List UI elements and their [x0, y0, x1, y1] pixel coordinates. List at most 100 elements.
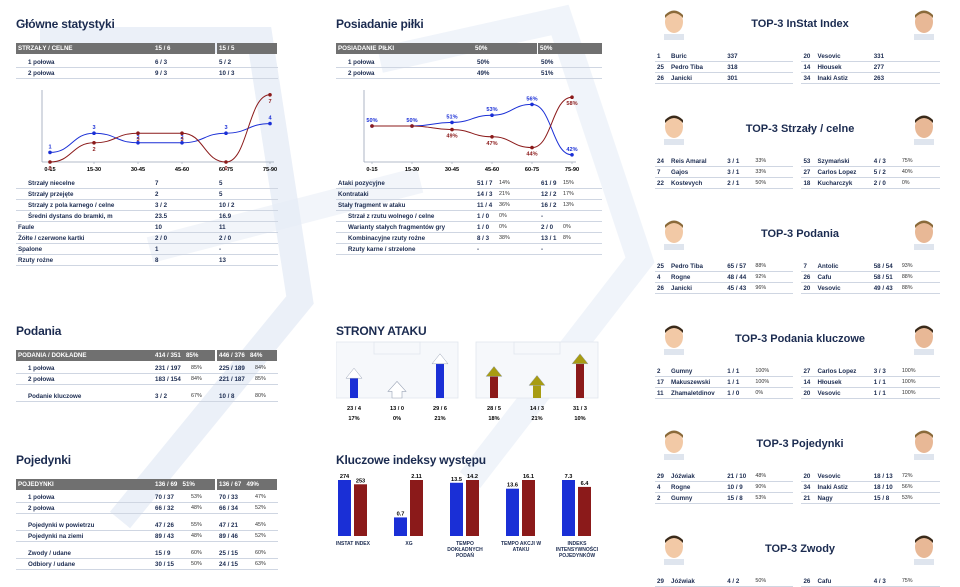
stat-row: 1 połowa 70 / 37 53% 70 / 33 47%	[16, 492, 278, 503]
data-point	[136, 141, 140, 145]
team-b-value: 89 / 46	[217, 530, 253, 542]
player-row: 29 Jóźwiak 21 / 10 48% 20 Vesovic 18 / 13 72%	[655, 471, 940, 482]
player-value: 4 / 3	[871, 156, 900, 167]
player-value: 301	[725, 72, 754, 84]
data-label: 2	[136, 135, 139, 141]
team-a-percent: 50%	[189, 558, 217, 570]
player-row: 17 Makuszewski 1 / 1 100% 14 Hłousek 1 / 1 100%	[655, 376, 940, 388]
data-point	[268, 121, 272, 126]
player-number: 4	[655, 481, 670, 493]
team-a-percent: 14%	[497, 178, 539, 189]
data-label: 1	[48, 144, 51, 150]
stat-label: Rzuty karne / strzelone	[336, 243, 475, 255]
team-b-value: 70 / 33	[217, 492, 253, 503]
player-name: Vesovic	[815, 51, 872, 62]
data-point	[180, 141, 184, 145]
player-percent: 53%	[899, 492, 940, 504]
attack-value: 14 / 3	[530, 406, 544, 412]
index-bar	[562, 480, 575, 536]
spacer	[793, 283, 801, 294]
player-percent: 33%	[753, 166, 794, 178]
team-b-value: 47 / 21	[217, 520, 253, 531]
x-tick-label: 0-15	[366, 167, 377, 173]
team-b-value: 2 / 0	[539, 221, 561, 233]
spacer	[793, 156, 801, 167]
index-category-label: INDEKS INTENSYWNOŚCI POJEDYNKÓW	[555, 541, 599, 559]
player-percent: 56%	[899, 481, 940, 493]
player-avatar-icon	[914, 430, 934, 460]
stat-label: Strzały przejęte	[16, 188, 153, 200]
team-b-percent: 52%	[253, 530, 278, 542]
player-number: 7	[801, 261, 816, 272]
player-percent: 100%	[753, 366, 794, 377]
player-number: 1	[655, 51, 670, 62]
team-b-percent	[561, 243, 602, 255]
duels-header-team-b: 136 / 67 49%	[217, 479, 277, 490]
stat-row: Faule 10 11	[16, 221, 278, 233]
data-label: 2	[180, 135, 183, 141]
player-row: 4 Rogne 10 / 9 90% 34 Inaki Astiz 18 / 10 56%	[655, 481, 940, 493]
team-b-value: 25 / 15	[217, 548, 253, 559]
stat-label: 2 połowa	[16, 373, 153, 385]
player-name: Jóźwiak	[669, 471, 726, 482]
player-number: 22	[655, 177, 670, 189]
stat-label: Strzał z rzutu wolnego / celne	[336, 210, 475, 222]
team-a-value: 51 / 7	[475, 178, 497, 189]
player-row: 25 Pedro Tiba 65 / 57 88% 7 Antolic 58 / 54 93%	[655, 261, 940, 272]
player-number: 20	[801, 282, 816, 294]
stat-row: Strzały przejęte 2 5	[16, 188, 278, 200]
player-avatar-icon	[914, 325, 934, 355]
player-row: 26 Janicki 45 / 43 96% 20 Vesovic 49 / 43 88%	[655, 282, 940, 294]
player-avatar-icon	[914, 10, 934, 40]
stat-row: 1 połowa 231 / 197 85% 225 / 189 84%	[16, 363, 278, 374]
player-row: 4 Rogne 48 / 44 92% 26 Cafu 58 / 51 88%	[655, 271, 940, 283]
x-tick-label: 60-75	[219, 167, 233, 173]
stat-row: Rzuty karne / strzelone - -	[336, 243, 602, 255]
player-avatar-icon	[914, 535, 934, 565]
team-b-value: 50%	[539, 57, 602, 68]
team-a-value: 50%	[475, 57, 539, 68]
passes-title: Podania	[16, 324, 62, 338]
possession-table: Ataki pozycyjne 51 / 7 14% 61 / 9 15% Kontrat…	[336, 178, 602, 255]
top3-title: TOP-3 Zwody	[764, 543, 836, 555]
index-category-label: XG	[405, 541, 413, 547]
series-line	[49, 94, 271, 163]
team-a-value: 30 / 15	[153, 558, 189, 570]
data-label: 0	[48, 166, 51, 172]
index-bar	[450, 482, 463, 536]
team-a-value: 231 / 197	[153, 363, 189, 374]
data-point	[48, 160, 52, 164]
player-percent	[753, 72, 794, 84]
player-value: 58 / 51	[871, 271, 900, 283]
player-value: 2 / 1	[725, 177, 754, 189]
player-avatar-icon	[664, 115, 684, 145]
x-tick-label: 15-30	[405, 167, 419, 173]
team-a-percent: 38%	[497, 232, 539, 244]
player-name: Hłousek	[815, 376, 872, 388]
player-value: 337	[725, 51, 754, 62]
player-value: 3 / 1	[725, 156, 754, 167]
team-b-value: 10 / 8	[217, 391, 253, 402]
player-row: 24 Reis Amaral 3 / 1 33% 53 Szymański 4 / 3 75%	[655, 156, 940, 167]
player-value: 45 / 43	[725, 282, 754, 294]
team-a-value: 1 / 0	[475, 210, 497, 222]
team-b-value: 2 / 0	[217, 232, 278, 244]
series-line	[371, 96, 573, 149]
spacer	[793, 493, 801, 504]
stat-row: Podanie kluczowe 3 / 2 67% 10 / 8 80%	[16, 391, 278, 402]
team-a-percent: 55%	[189, 520, 217, 531]
stat-label: Kontrataki	[336, 188, 475, 200]
attack-bar	[533, 385, 541, 398]
player-name: Carlos Lopez	[815, 366, 872, 377]
team-b-value: 10 / 2	[217, 199, 278, 211]
data-label: 58%	[566, 101, 577, 107]
team-a-value: 14 / 3	[475, 188, 497, 200]
team-a-percent: 48%	[189, 530, 217, 542]
attack-sides-graphic: 23 / 4 17% 13 / 0 0% 29 / 6 21% 28 / 5 18% 14 / …	[336, 341, 599, 422]
data-point	[268, 93, 272, 97]
data-label: 4	[268, 116, 272, 122]
player-number: 21	[801, 492, 816, 504]
player-number: 17	[655, 376, 670, 388]
team-a-value: 11 / 4	[475, 199, 497, 211]
